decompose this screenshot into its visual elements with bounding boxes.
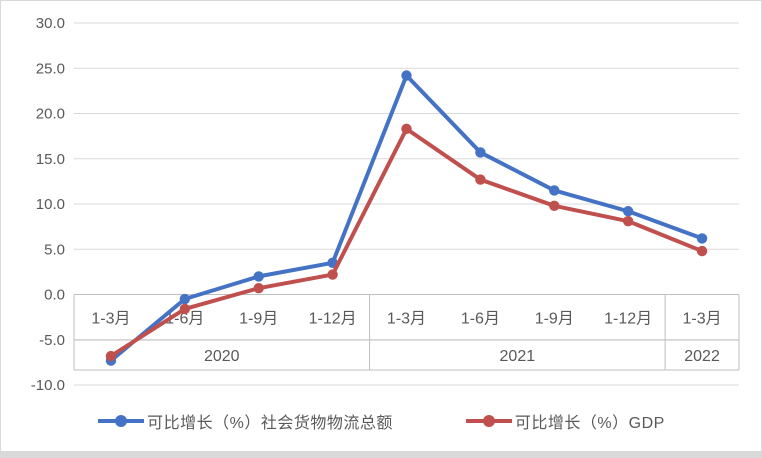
series-point <box>327 269 338 280</box>
y-axis-tick-label: 10.0 <box>36 196 65 213</box>
category-label: 1-3月 <box>91 310 130 327</box>
category-label: 1-12月 <box>309 310 357 327</box>
series-point <box>622 215 634 227</box>
category-label: 1-9月 <box>535 310 574 327</box>
series-point <box>475 174 486 185</box>
legend-item-gdp: 可比增长（%）GDP <box>465 409 665 433</box>
year-label: 2022 <box>684 348 720 365</box>
y-axis-tick-label: 0.0 <box>44 287 65 304</box>
legend-label-gdp: 可比增长（%）GDP <box>514 415 665 432</box>
series-point <box>401 70 412 81</box>
series-point <box>105 350 117 362</box>
y-axis-tick-label: 30.0 <box>36 15 65 32</box>
y-axis-tick-label: -10.0 <box>31 377 65 394</box>
series-point <box>401 123 412 135</box>
series-point <box>253 282 264 294</box>
screenshot-bottom-bar <box>0 451 762 458</box>
legend-line-marker-icon <box>465 415 512 427</box>
y-axis-tick-label: 5.0 <box>44 241 65 258</box>
y-axis-tick-label: 25.0 <box>36 60 65 77</box>
category-label: 1-12月 <box>604 310 652 327</box>
year-label: 2020 <box>204 348 240 365</box>
year-label: 2021 <box>500 348 536 365</box>
category-label: 1-3月 <box>682 310 721 327</box>
series-point <box>179 303 191 315</box>
series-point <box>549 200 560 212</box>
category-label: 1-3月 <box>387 310 426 327</box>
y-axis-tick-label: 15.0 <box>36 151 65 168</box>
series-point <box>696 245 708 257</box>
legend-label-logistics: 可比增长（%）社会货物物流总额 <box>147 415 393 432</box>
series-point <box>549 185 560 196</box>
series-point <box>179 293 191 305</box>
legend-line-marker-icon <box>98 415 145 427</box>
series-point <box>622 206 634 217</box>
category-label: 1-6月 <box>461 310 500 327</box>
category-label: 1-9月 <box>239 310 278 327</box>
series-point <box>475 147 486 158</box>
series-point <box>253 271 264 282</box>
series-point <box>696 233 708 244</box>
y-axis-tick-label: -5.0 <box>39 332 65 349</box>
chart-legend: 可比增长（%）社会货物物流总额 可比增长（%）GDP <box>1 405 761 437</box>
legend-item-logistics: 可比增长（%）社会货物物流总额 <box>97 409 393 433</box>
y-axis-tick-label: 20.0 <box>36 106 65 123</box>
